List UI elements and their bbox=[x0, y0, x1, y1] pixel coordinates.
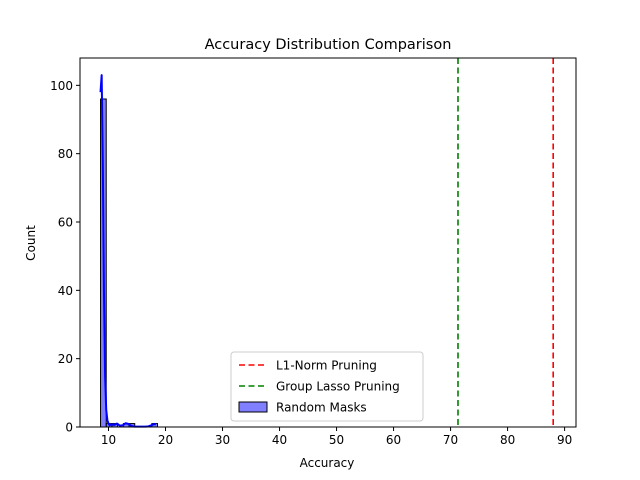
legend-swatch-random-masks bbox=[238, 401, 268, 413]
x-tick-label: 10 bbox=[101, 433, 116, 447]
y-tick-label: 20 bbox=[58, 352, 73, 366]
legend: L1-Norm Pruning Group Lasso Pruning Random… bbox=[230, 351, 424, 422]
legend-label-l1-norm-pruning: L1-Norm Pruning bbox=[276, 359, 377, 373]
legend-label-random-masks: Random Masks bbox=[276, 401, 367, 415]
y-tick-label: 0 bbox=[65, 421, 73, 435]
x-tick-label: 80 bbox=[500, 433, 515, 447]
y-tick-label: 100 bbox=[50, 79, 73, 93]
chart-title: Accuracy Distribution Comparison bbox=[205, 37, 452, 53]
legend-box bbox=[230, 351, 424, 422]
axes: 10 20 30 40 50 60 70 80 90 0 20 40 60 80 100 bbox=[50, 57, 577, 447]
x-tick-label: 30 bbox=[215, 433, 230, 447]
x-tick-label: 70 bbox=[443, 433, 458, 447]
y-axis-label: Count bbox=[24, 225, 38, 261]
x-tick-label: 90 bbox=[557, 433, 572, 447]
x-tick-label: 50 bbox=[329, 433, 344, 447]
x-tick-label: 40 bbox=[272, 433, 287, 447]
x-tick-label: 60 bbox=[386, 433, 401, 447]
y-tick-label: 60 bbox=[58, 216, 73, 230]
y-tick-label: 40 bbox=[58, 284, 73, 298]
axes-frame bbox=[79, 57, 577, 428]
y-tick-label: 80 bbox=[58, 147, 73, 161]
x-tick-label: 20 bbox=[158, 433, 173, 447]
legend-label-group-lasso-pruning: Group Lasso Pruning bbox=[276, 380, 400, 394]
x-axis-label: Accuracy bbox=[300, 456, 355, 470]
